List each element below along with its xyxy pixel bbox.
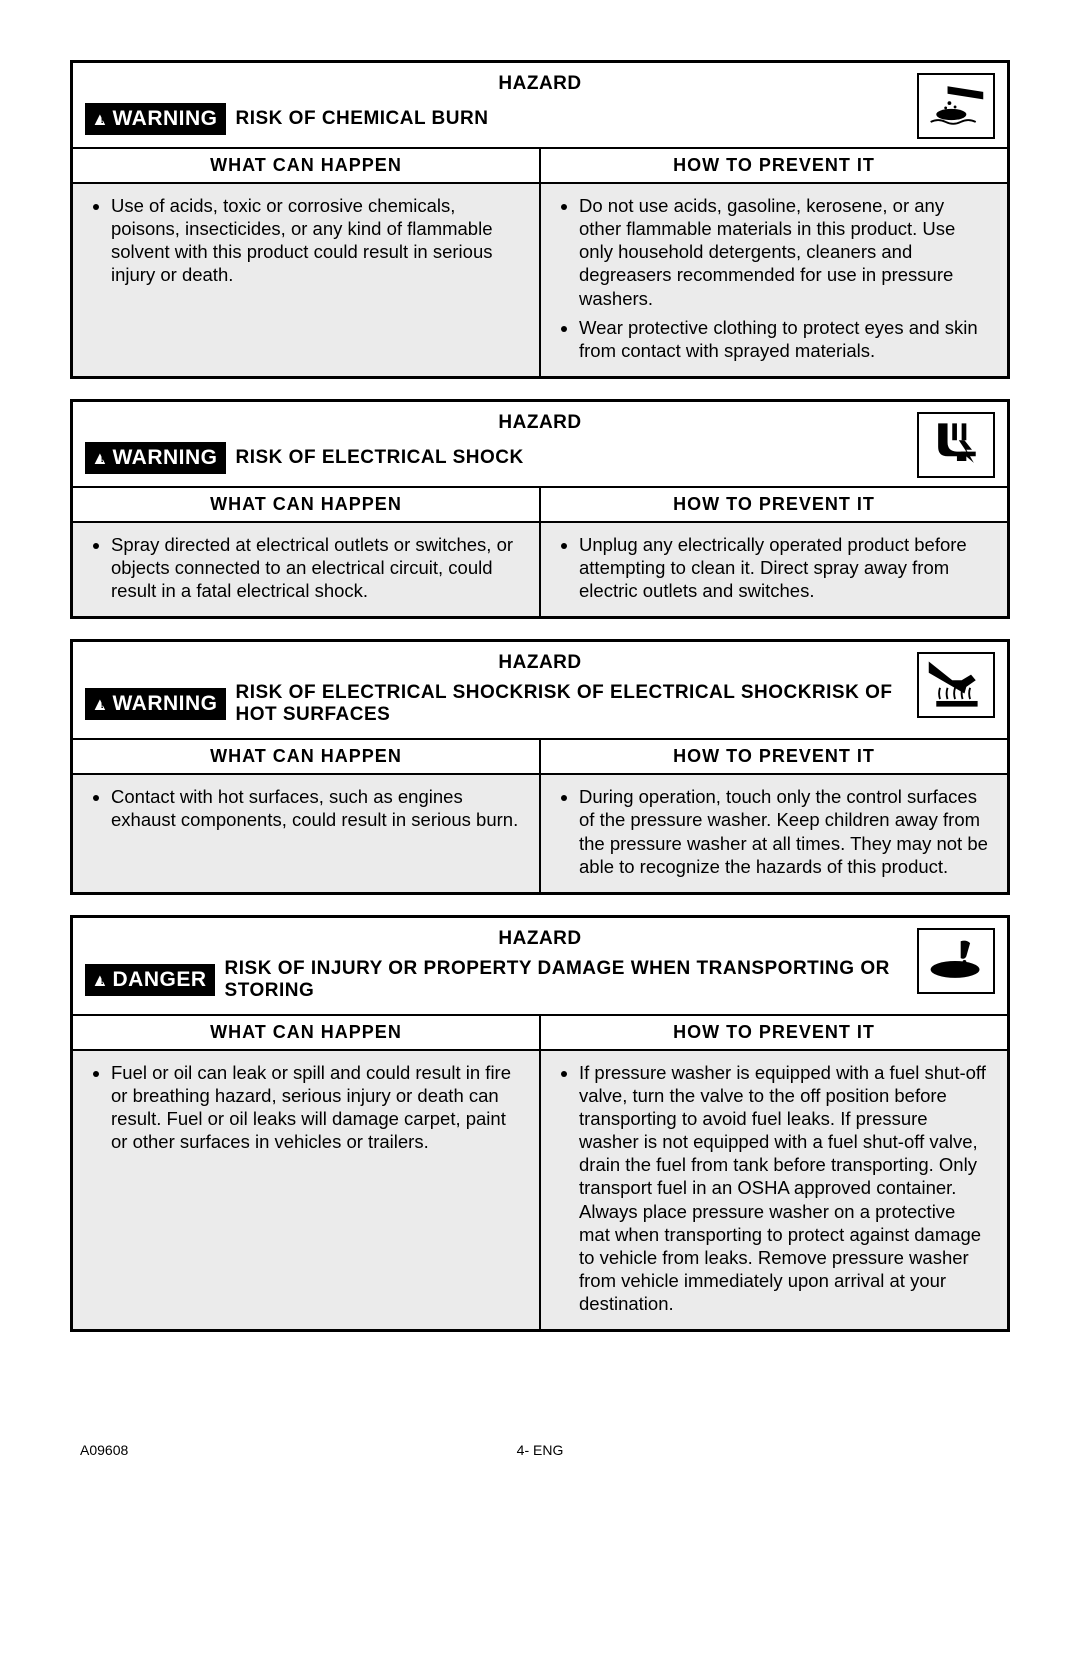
hazard-label: HAZARD [85,652,995,674]
how-to-prevent-header: HOW TO PREVENT IT [541,149,1007,182]
prevent-item: During operation, touch only the control… [579,785,991,878]
page-footer: A09608 4- ENG [70,1442,1010,1458]
columns-body: Contact with hot surfaces, such as engin… [73,775,1007,892]
prevent-item: Unplug any electrically operated product… [579,533,991,602]
risk-title: RISK OF INJURY OR PROPERTY DAMAGE WHEN T… [225,958,995,1002]
hazard-section: HAZARD ▲!WARNING RISK OF ELECTRICAL SHOCKR… [70,639,1010,895]
what-item: Contact with hot surfaces, such as engin… [111,785,523,831]
hazard-section: HAZARD ▲!WARNING RISK OF ELECTRICAL SHOCK W… [70,399,1010,619]
title-row: ▲!WARNING RISK OF ELECTRICAL SHOCKRISK OF… [85,682,995,726]
what-can-happen-cell: Contact with hot surfaces, such as engin… [73,775,541,892]
how-to-prevent-cell: During operation, touch only the control… [541,775,1007,892]
warning-badge: ▲!WARNING [85,442,226,474]
columns-header: WHAT CAN HAPPENHOW TO PREVENT IT [73,738,1007,775]
how-to-prevent-header: HOW TO PREVENT IT [541,488,1007,521]
hazard-label: HAZARD [85,73,995,95]
title-row: ▲!WARNING RISK OF ELECTRICAL SHOCK [85,442,995,474]
title-row: ▲!WARNING RISK OF CHEMICAL BURN [85,103,995,135]
title-row: ▲!DANGER RISK OF INJURY OR PROPERTY DAMAG… [85,958,995,1002]
how-to-prevent-header: HOW TO PREVENT IT [541,1016,1007,1049]
risk-title: RISK OF CHEMICAL BURN [236,108,996,130]
hazard-section: HAZARD ▲!DANGER RISK OF INJURY OR PROPERTY… [70,915,1010,1332]
footer-doc-id: A09608 [80,1442,128,1458]
how-to-prevent-header: HOW TO PREVENT IT [541,740,1007,773]
danger-badge: ▲!DANGER [85,964,215,996]
signal-word: WARNING [113,446,218,470]
what-item: Use of acids, toxic or corrosive chemica… [111,194,523,287]
chemical-burn-icon [917,73,995,139]
warning-badge: ▲!WARNING [85,103,226,135]
what-can-happen-header: WHAT CAN HAPPEN [73,1016,541,1049]
columns-body: Fuel or oil can leak or spill and could … [73,1051,1007,1329]
hazard-header: HAZARD ▲!WARNING RISK OF ELECTRICAL SHOCK [73,402,1007,486]
columns-body: Use of acids, toxic or corrosive chemica… [73,184,1007,376]
electric-shock-icon [917,412,995,478]
hazard-header: HAZARD ▲!WARNING RISK OF CHEMICAL BURN [73,63,1007,147]
what-can-happen-header: WHAT CAN HAPPEN [73,488,541,521]
hazard-header: HAZARD ▲!WARNING RISK OF ELECTRICAL SHOCKR… [73,642,1007,738]
hazard-label: HAZARD [85,412,995,434]
columns-header: WHAT CAN HAPPENHOW TO PREVENT IT [73,1014,1007,1051]
hazard-section: HAZARD ▲!WARNING RISK OF CHEMICAL BURN WHAT… [70,60,1010,379]
prevent-item: Do not use acids, gasoline, kerosene, or… [579,194,991,310]
risk-title: RISK OF ELECTRICAL SHOCK [236,447,996,469]
hazard-label: HAZARD [85,928,995,950]
what-can-happen-cell: Fuel or oil can leak or spill and could … [73,1051,541,1329]
what-can-happen-header: WHAT CAN HAPPEN [73,149,541,182]
columns-header: WHAT CAN HAPPENHOW TO PREVENT IT [73,147,1007,184]
hot-surface-icon [917,652,995,718]
footer-page-lang: 4- ENG [517,1442,564,1458]
hazard-header: HAZARD ▲!DANGER RISK OF INJURY OR PROPERTY… [73,918,1007,1014]
how-to-prevent-cell: Do not use acids, gasoline, kerosene, or… [541,184,1007,376]
how-to-prevent-cell: If pressure washer is equipped with a fu… [541,1051,1007,1329]
how-to-prevent-cell: Unplug any electrically operated product… [541,523,1007,616]
signal-word: WARNING [113,692,218,716]
what-item: Fuel or oil can leak or spill and could … [111,1061,523,1154]
signal-word: DANGER [113,968,207,992]
warning-badge: ▲!WARNING [85,688,226,720]
risk-title: RISK OF ELECTRICAL SHOCKRISK OF ELECTRIC… [236,682,996,726]
columns-header: WHAT CAN HAPPENHOW TO PREVENT IT [73,486,1007,523]
what-item: Spray directed at electrical outlets or … [111,533,523,602]
signal-word: WARNING [113,107,218,131]
what-can-happen-header: WHAT CAN HAPPEN [73,740,541,773]
what-can-happen-cell: Use of acids, toxic or corrosive chemica… [73,184,541,376]
what-can-happen-cell: Spray directed at electrical outlets or … [73,523,541,616]
prevent-item: Wear protective clothing to protect eyes… [579,316,991,362]
prevent-item: If pressure washer is equipped with a fu… [579,1061,991,1315]
spill-icon [917,928,995,994]
columns-body: Spray directed at electrical outlets or … [73,523,1007,616]
